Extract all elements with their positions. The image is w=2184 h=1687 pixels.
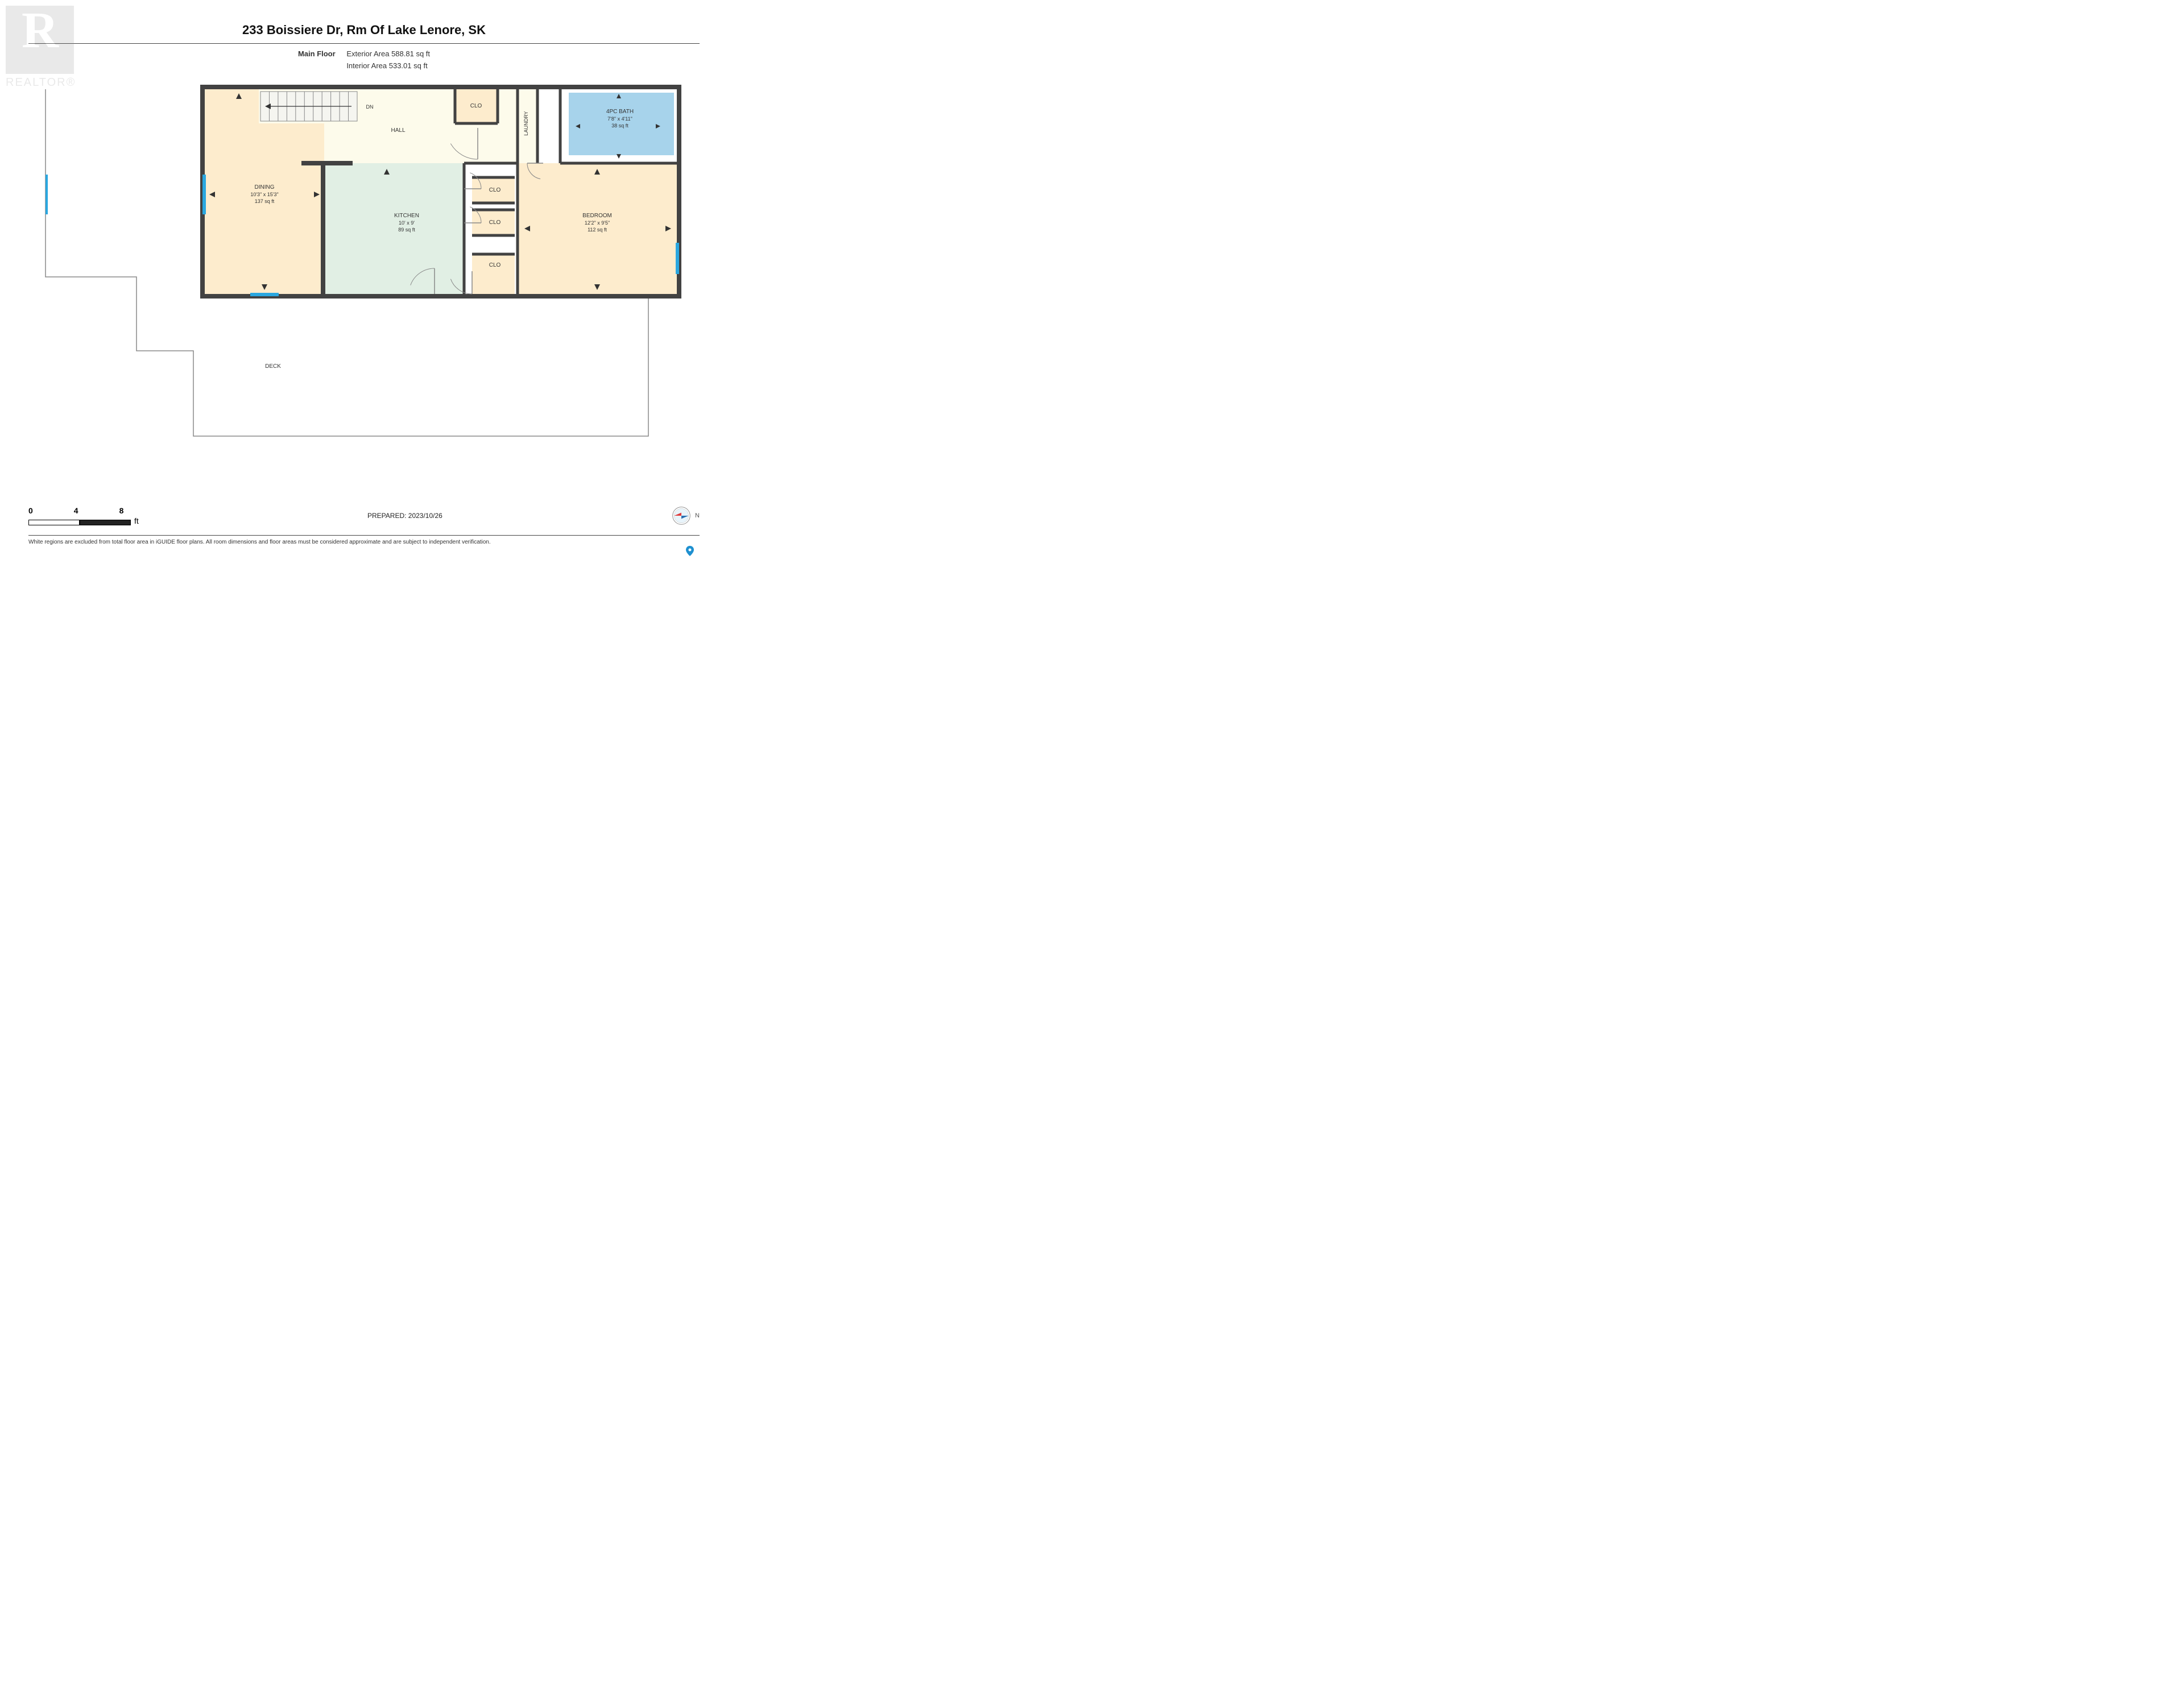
svg-text:12'2" x 9'5": 12'2" x 9'5": [585, 220, 610, 226]
svg-text:38 sq ft: 38 sq ft: [611, 123, 628, 129]
svg-text:CLO: CLO: [489, 262, 501, 268]
prepared-date: PREPARED: 2023/10/26: [367, 512, 442, 520]
page-title: 233 Boissiere Dr, Rm Of Lake Lenore, SK: [28, 23, 700, 38]
compass-icon: [671, 505, 692, 526]
svg-text:DN: DN: [366, 104, 374, 110]
scale-seg: [80, 520, 131, 525]
svg-text:89 sq ft: 89 sq ft: [398, 227, 415, 233]
scale-bar-group: 0 4 8 ft: [28, 506, 139, 525]
floorplan-svg: DN DINING 10'3" x 15'3"137 sq ft HALL CLO LAU…: [34, 84, 694, 447]
scale-tick-2: 8: [119, 506, 124, 515]
compass-group: N: [671, 505, 700, 526]
svg-text:137 sq ft: 137 sq ft: [255, 198, 275, 204]
exterior-area: Exterior Area 588.81 sq ft: [346, 49, 430, 58]
footer-divider: [28, 535, 700, 536]
svg-text:7'8" x 4'11": 7'8" x 4'11": [607, 116, 632, 122]
scale-tick-1: 4: [74, 506, 78, 515]
floor-name: Main Floor: [298, 48, 336, 60]
scale-unit: ft: [134, 516, 139, 525]
svg-text:10'3" x 15'3": 10'3" x 15'3": [250, 192, 278, 197]
interior-area: Interior Area 533.01 sq ft: [346, 61, 427, 70]
area-summary: Main Floor Exterior Area 588.81 sq ft In…: [28, 48, 700, 72]
svg-text:LAUNDRY: LAUNDRY: [523, 111, 529, 135]
area-values: Exterior Area 588.81 sq ft Interior Area…: [346, 48, 430, 72]
svg-text:KITCHEN: KITCHEN: [394, 213, 419, 219]
svg-text:HALL: HALL: [391, 127, 405, 134]
svg-text:DECK: DECK: [265, 363, 281, 370]
svg-text:4PC BATH: 4PC BATH: [606, 109, 634, 115]
scale-segments: [28, 520, 131, 525]
svg-text:DINING: DINING: [255, 184, 275, 190]
svg-text:BEDROOM: BEDROOM: [582, 213, 612, 219]
footer: 0 4 8 ft PREPARED: 2023/10/26: [28, 505, 700, 545]
footer-row: 0 4 8 ft PREPARED: 2023/10/26: [28, 505, 700, 526]
page-container: 233 Boissiere Dr, Rm Of Lake Lenore, SK …: [0, 0, 728, 562]
scale-labels: 0 4 8: [28, 506, 139, 515]
svg-text:10' x 9': 10' x 9': [399, 220, 415, 226]
scale-seg: [28, 520, 80, 525]
scale-tick-0: 0: [28, 506, 33, 515]
title-divider: [28, 43, 700, 44]
disclaimer-text: White regions are excluded from total fl…: [28, 539, 700, 545]
pin-icon: [686, 546, 694, 559]
compass-label: N: [695, 512, 700, 519]
scale-bar: ft: [28, 516, 139, 525]
floorplan: DN DINING 10'3" x 15'3"137 sq ft HALL CLO LAU…: [34, 84, 694, 447]
svg-text:CLO: CLO: [489, 187, 501, 193]
svg-text:CLO: CLO: [489, 219, 501, 226]
svg-text:112 sq ft: 112 sq ft: [588, 227, 607, 233]
svg-text:CLO: CLO: [470, 103, 482, 109]
